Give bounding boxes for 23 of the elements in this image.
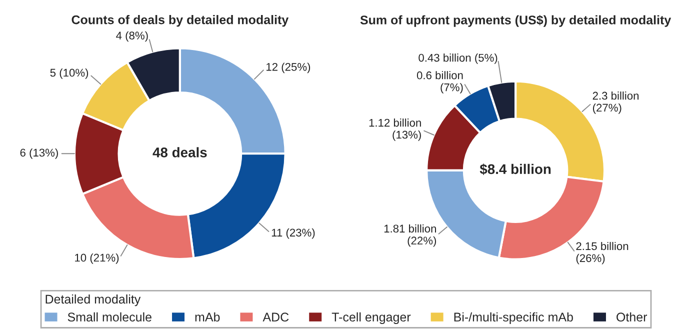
data-label: 1.81 billion (22%) — [384, 224, 436, 247]
data-label: 0.6 billion (7%) — [416, 71, 463, 94]
text: $8.4 billion — [480, 164, 551, 175]
data-label: 2.15 billion (26%) — [576, 242, 628, 264]
legend-label: T-cell engager — [332, 312, 411, 324]
data-label: 2.3 billion (27%) — [592, 92, 639, 114]
chart-title: Sum of upfront payments (US$) by detailed modality — [360, 15, 672, 27]
data-label: 10 (21%) — [75, 253, 119, 264]
text: 48 deals — [152, 147, 207, 158]
data-label: 1.12 billion (13%) — [369, 118, 421, 141]
legend-label: mAb — [195, 312, 220, 322]
data-label: 5 (10%) — [50, 68, 88, 79]
data-label: 0.43 billion (5%) — [418, 54, 498, 64]
legend-label: Small molecule — [68, 312, 152, 322]
chart-title: Counts of deals by detailed modality — [72, 15, 289, 27]
legend-label: Bi-/multi-specific mAb — [454, 312, 573, 324]
legend-label: ADC — [262, 312, 289, 322]
data-label: 12 (25%) — [266, 62, 310, 74]
data-label: 4 (8%) — [116, 31, 148, 42]
legend-label: Other — [616, 312, 648, 322]
data-label: 6 (13%) — [20, 148, 58, 159]
legend-title: Detailed modality — [46, 294, 141, 306]
data-label: 11 (23%) — [272, 228, 315, 239]
